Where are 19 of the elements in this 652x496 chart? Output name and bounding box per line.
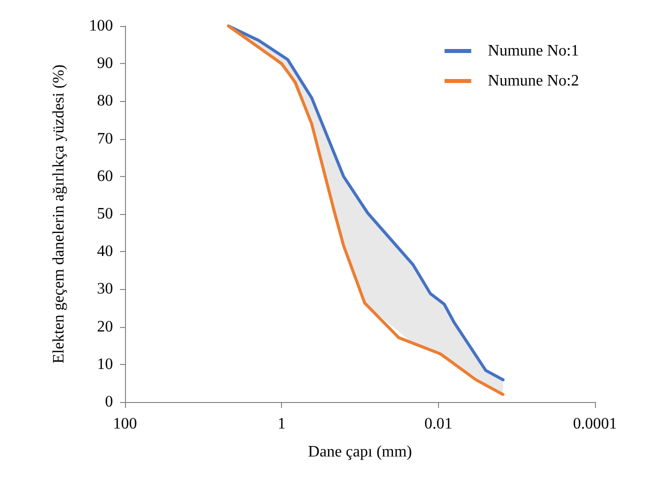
y-tick-label: 100 — [89, 18, 113, 34]
y-axis-title: Elekten geçem danelerin ağırlıkça yüzdesi (%) — [50, 64, 68, 364]
x-axis-title: Dane çapı (mm) — [308, 444, 412, 460]
y-tick-label: 0 — [105, 394, 113, 410]
y-tick-label: 30 — [97, 280, 113, 298]
y-tick-label: 80 — [97, 92, 113, 110]
legend-label: Numune No:1 — [488, 42, 580, 60]
y-tick-label: 10 — [97, 356, 113, 373]
y-tick-label: 50 — [97, 206, 113, 222]
x-tick-label: 1 — [278, 416, 286, 432]
legend-label: Numune No:2 — [488, 72, 580, 90]
x-tick-label: 0.0001 — [573, 416, 617, 432]
y-tick-label: 70 — [97, 130, 113, 148]
y-tick-label: 40 — [97, 243, 113, 260]
x-tick-label: 100 — [113, 416, 137, 432]
y-tick-label: 20 — [97, 318, 113, 336]
y-tick-label: 60 — [97, 168, 113, 185]
y-tick-label: 90 — [97, 55, 113, 72]
x-tick-label: 0.01 — [424, 416, 452, 432]
